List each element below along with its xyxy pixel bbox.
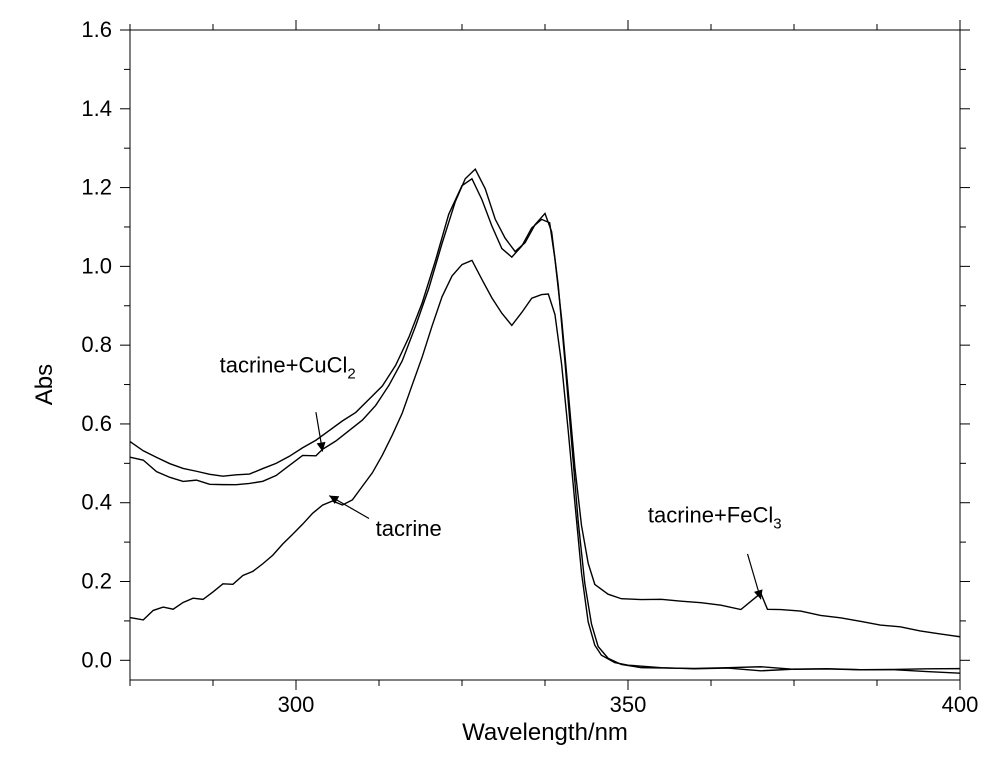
spectrum-chart: 300 350 400 0.0 0.2 0.4 0.6 0.8 1.0 1.2 1.4 1.6 Wave… xyxy=(0,0,1000,766)
y-tick-label: 0.2 xyxy=(81,569,112,594)
y-axis-label: Abs xyxy=(31,364,58,405)
y-tick-label: 1.0 xyxy=(81,253,112,278)
annotation-tacrine: tacrine xyxy=(376,516,442,541)
y-tick-label: 0.6 xyxy=(81,411,112,436)
y-tick-label: 0.8 xyxy=(81,332,112,357)
chart-container: 300 350 400 0.0 0.2 0.4 0.6 0.8 1.0 1.2 1.4 1.6 Wave… xyxy=(0,0,1000,766)
y-tick-label: 0.4 xyxy=(81,490,112,515)
y-tick-label: 1.6 xyxy=(81,17,112,42)
x-tick-label: 300 xyxy=(278,692,315,717)
x-tick-label: 350 xyxy=(610,692,647,717)
x-tick-label: 400 xyxy=(942,692,979,717)
chart-bg xyxy=(0,0,1000,766)
y-tick-label: 0.0 xyxy=(81,647,112,672)
y-tick-label: 1.2 xyxy=(81,175,112,200)
x-axis-label: Wavelength/nm xyxy=(462,719,628,746)
y-tick-label: 1.4 xyxy=(81,96,112,121)
